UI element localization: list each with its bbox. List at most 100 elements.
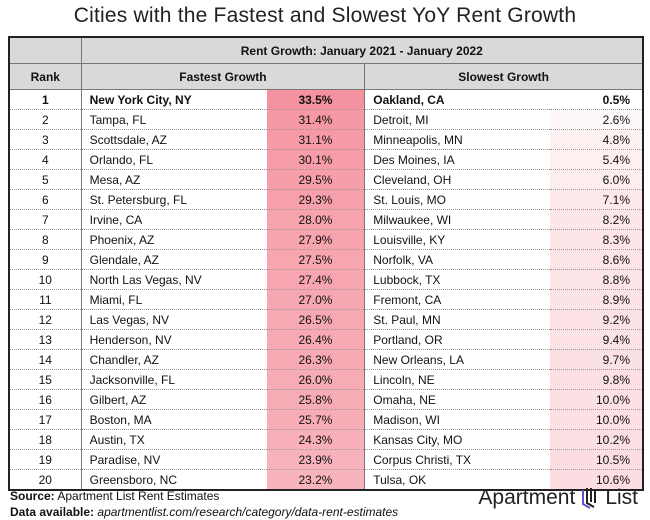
fastest-city-cell: Greensboro, NC: [80, 469, 267, 491]
table-row: 13 Henderson, NV 26.4% Portland, OR 9.4%: [8, 329, 643, 350]
slowest-city-cell: Corpus Christi, TX: [364, 449, 551, 470]
table-row: 19 Paradise, NV 23.9% Corpus Christi, TX 10.…: [8, 449, 643, 470]
fastest-value-cell: 30.1%: [266, 149, 365, 170]
fastest-value-cell: 29.3%: [266, 189, 365, 210]
fastest-value-cell: 25.8%: [266, 389, 365, 410]
fastest-value-cell: 26.4%: [266, 329, 365, 350]
slowest-city-cell: Kansas City, MO: [364, 429, 551, 450]
slowest-value-cell: 10.5%: [550, 449, 643, 470]
table-row: 12 Las Vegas, NV 26.5% St. Paul, MN 9.2%: [8, 309, 643, 330]
rank-cell: 6: [8, 189, 82, 210]
rank-cell: 10: [8, 269, 82, 290]
rank-cell: 3: [8, 129, 82, 150]
rank-cell: 19: [8, 449, 82, 470]
fastest-city-cell: Gilbert, AZ: [80, 389, 267, 410]
fastest-value-cell: 26.3%: [266, 349, 365, 370]
logo-text-left: Apartment: [478, 486, 576, 509]
slowest-city-cell: Omaha, NE: [364, 389, 551, 410]
rank-cell: 14: [8, 349, 82, 370]
table-row: 15 Jacksonville, FL 26.0% Lincoln, NE 9.8%: [8, 369, 643, 390]
slowest-value-cell: 9.8%: [550, 369, 643, 390]
slowest-value-cell: 9.4%: [550, 329, 643, 350]
slowest-city-cell: Des Moines, IA: [364, 149, 551, 170]
slowest-city-cell: New Orleans, LA: [364, 349, 551, 370]
fastest-value-cell: 27.9%: [266, 229, 365, 250]
table-row: 20 Greensboro, NC 23.2% Tulsa, OK 10.6%: [8, 469, 643, 491]
table-row: 17 Boston, MA 25.7% Madison, WI 10.0%: [8, 409, 643, 430]
fastest-city-cell: Mesa, AZ: [80, 169, 267, 190]
rank-cell: 11: [8, 289, 82, 310]
fastest-header: Fastest Growth: [80, 63, 366, 90]
rank-cell: 13: [8, 329, 82, 350]
slowest-value-cell: 8.2%: [550, 209, 643, 230]
fastest-city-cell: Henderson, NV: [80, 329, 267, 350]
slowest-city-cell: Tulsa, OK: [364, 469, 551, 491]
fastest-value-cell: 23.9%: [266, 449, 365, 470]
rank-cell: 4: [8, 149, 82, 170]
fastest-city-cell: Paradise, NV: [80, 449, 267, 470]
slowest-city-cell: Louisville, KY: [364, 229, 551, 250]
slowest-city-cell: Minneapolis, MN: [364, 129, 551, 150]
data-label: Data available:: [10, 505, 95, 519]
table-row: 2 Tampa, FL 31.4% Detroit, MI 2.6%: [8, 109, 643, 130]
slowest-city-cell: Norfolk, VA: [364, 249, 551, 270]
rank-cell: 2: [8, 109, 82, 130]
rank-cell: 20: [8, 469, 82, 491]
rank-cell: 5: [8, 169, 82, 190]
slowest-city-cell: Detroit, MI: [364, 109, 551, 130]
slowest-value-cell: 8.8%: [550, 269, 643, 290]
slowest-value-cell: 8.9%: [550, 289, 643, 310]
table-row: 11 Miami, FL 27.0% Fremont, CA 8.9%: [8, 289, 643, 310]
group-header: Rent Growth: January 2021 - January 2022: [80, 36, 644, 64]
fastest-city-cell: Irvine, CA: [80, 209, 267, 230]
slowest-value-cell: 9.7%: [550, 349, 643, 370]
fastest-value-cell: 27.4%: [266, 269, 365, 290]
slowest-value-cell: 2.6%: [550, 109, 643, 130]
logo-text-right: List: [605, 486, 638, 509]
slowest-city-cell: Lincoln, NE: [364, 369, 551, 390]
slowest-city-cell: Oakland, CA: [364, 89, 551, 110]
rank-cell: 12: [8, 309, 82, 330]
fastest-value-cell: 31.4%: [266, 109, 365, 130]
fastest-value-cell: 26.0%: [266, 369, 365, 390]
slowest-value-cell: 0.5%: [550, 89, 643, 110]
table-row: 4 Orlando, FL 30.1% Des Moines, IA 5.4%: [8, 149, 643, 170]
slowest-city-cell: Portland, OR: [364, 329, 551, 350]
fastest-city-cell: Chandler, AZ: [80, 349, 267, 370]
apartment-list-logo: Apartment List: [478, 486, 638, 510]
slowest-city-cell: St. Paul, MN: [364, 309, 551, 330]
table-row: 1 New York City, NY 33.5% Oakland, CA 0.5%: [8, 89, 643, 110]
fastest-value-cell: 31.1%: [266, 129, 365, 150]
slowest-value-cell: 4.8%: [550, 129, 643, 150]
fastest-value-cell: 24.3%: [266, 429, 365, 450]
rank-cell: 17: [8, 409, 82, 430]
fastest-city-cell: St. Petersburg, FL: [80, 189, 267, 210]
slowest-value-cell: 6.0%: [550, 169, 643, 190]
slowest-value-cell: 10.6%: [550, 469, 643, 491]
rent-growth-table: Rent Growth: January 2021 - January 2022…: [8, 36, 644, 491]
fastest-city-cell: Phoenix, AZ: [80, 229, 267, 250]
rank-cell: 16: [8, 389, 82, 410]
slowest-city-cell: Fremont, CA: [364, 289, 551, 310]
rank-cell: 15: [8, 369, 82, 390]
fastest-city-cell: New York City, NY: [80, 89, 267, 110]
fastest-city-cell: Glendale, AZ: [80, 249, 267, 270]
slowest-value-cell: 10.2%: [550, 429, 643, 450]
table-row: 14 Chandler, AZ 26.3% New Orleans, LA 9.7%: [8, 349, 643, 370]
fastest-value-cell: 27.0%: [266, 289, 365, 310]
rank-cell: 1: [8, 89, 82, 110]
slowest-value-cell: 10.0%: [550, 389, 643, 410]
source-text: Apartment List Rent Estimates: [57, 489, 220, 503]
slowest-header: Slowest Growth: [364, 63, 644, 90]
slowest-value-cell: 9.2%: [550, 309, 643, 330]
rank-header: Rank: [8, 63, 82, 90]
rank-cell: 8: [8, 229, 82, 250]
fastest-city-cell: Austin, TX: [80, 429, 267, 450]
fastest-city-cell: Las Vegas, NV: [80, 309, 267, 330]
table-row: 5 Mesa, AZ 29.5% Cleveland, OH 6.0%: [8, 169, 643, 190]
fastest-city-cell: Jacksonville, FL: [80, 369, 267, 390]
table-row: 3 Scottsdale, AZ 31.1% Minneapolis, MN 4.8%: [8, 129, 643, 150]
table-row: 16 Gilbert, AZ 25.8% Omaha, NE 10.0%: [8, 389, 643, 410]
data-link[interactable]: apartmentlist.com/research/category/data…: [97, 505, 399, 519]
slowest-city-cell: Milwaukee, WI: [364, 209, 551, 230]
